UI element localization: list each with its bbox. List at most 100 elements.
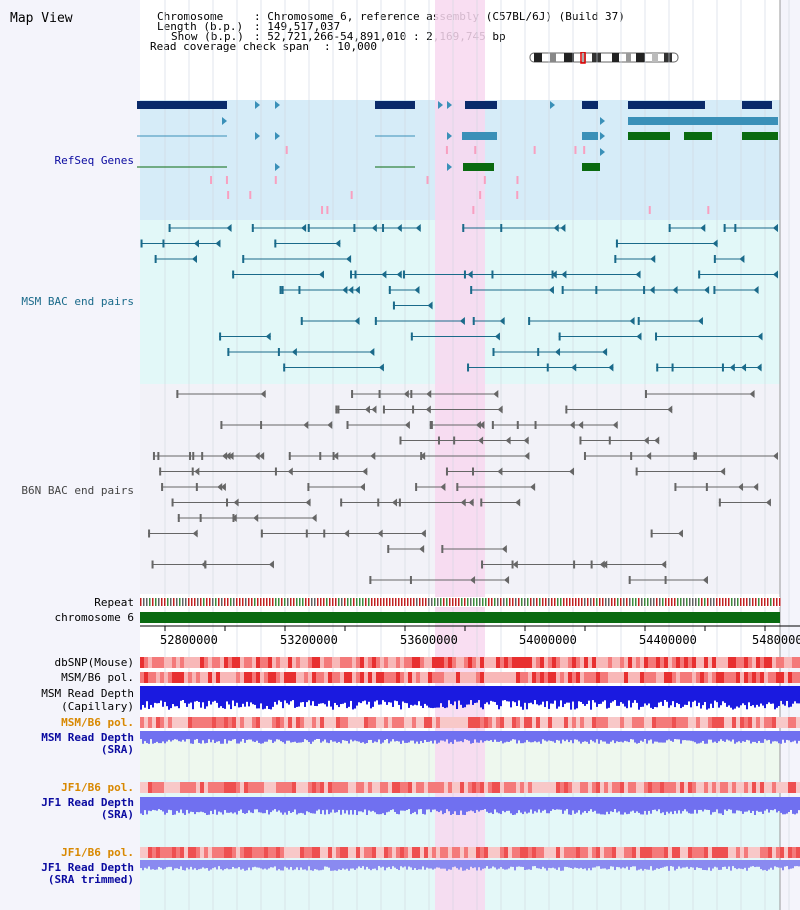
read-depth-bar [408, 797, 410, 810]
bac-end-mark [281, 286, 284, 294]
bac-end-mark [492, 348, 495, 356]
polymorphism-cell [532, 717, 536, 728]
read-depth-bar [788, 860, 790, 870]
repeat-element [713, 598, 715, 606]
read-depth-bar [628, 731, 630, 743]
read-depth-bar [716, 860, 718, 868]
repeat-element [563, 598, 565, 606]
bac-end-arrow [215, 239, 221, 248]
read-depth-bar [714, 686, 716, 701]
msm-depth-cap-label-1[interactable]: MSM Read Depth [41, 687, 134, 700]
read-depth-bar [150, 797, 152, 812]
read-depth-bar [342, 797, 344, 810]
repeat-element [266, 598, 268, 606]
polymorphism-cell [296, 847, 300, 858]
read-depth-bar [574, 860, 576, 868]
repeat-element [656, 598, 658, 606]
polymorphism-cell [156, 717, 160, 728]
read-depth-bar [472, 797, 474, 812]
polymorphism-cell [644, 717, 648, 728]
repeat-element [719, 598, 721, 606]
read-depth-bar [286, 731, 288, 741]
polymorphism-cell [548, 847, 552, 858]
msm-bac-label[interactable]: MSM BAC end pairs [21, 295, 134, 308]
read-depth-bar [354, 731, 356, 741]
read-depth-bar [460, 860, 462, 868]
read-depth-bar [666, 860, 668, 867]
read-depth-bar [424, 860, 426, 870]
repeat-element [758, 598, 760, 606]
polymorphism-cell [528, 717, 532, 728]
polymorphism-cell [528, 847, 532, 858]
polymorphism-cell [504, 782, 508, 793]
polymorphism-cell [796, 782, 800, 793]
polymorphism-cell [280, 782, 284, 793]
chromosome-ideogram[interactable] [528, 52, 682, 64]
read-depth-bar [658, 860, 660, 869]
bac-end-arrow [220, 483, 226, 491]
jf1-trim-label-1[interactable]: JF1 Read Depth [41, 861, 134, 874]
polymorphism-cell [516, 847, 520, 858]
msm-b6-pol-label[interactable]: MSM/B6 pol. [61, 671, 134, 684]
polymorphism-cell [196, 717, 200, 728]
polymorphism-cell [696, 717, 700, 728]
msm-b6-pol-label-2[interactable]: MSM/B6 pol. [61, 716, 134, 729]
polymorphism-cell [336, 672, 340, 683]
read-depth-bar [170, 860, 172, 867]
read-depth-bar [380, 731, 382, 744]
polymorphism-cell [712, 657, 716, 668]
polymorphism-cell [144, 847, 148, 858]
polymorphism-cell [312, 782, 316, 793]
read-depth-bar [338, 731, 340, 742]
repeat-element [152, 598, 154, 606]
read-depth-bar [316, 731, 318, 740]
polymorphism-cell [164, 717, 168, 728]
polymorphism-cell [512, 657, 516, 668]
read-depth-bar [664, 797, 666, 815]
bac-end-arrow [369, 348, 375, 356]
read-depth-bar [776, 731, 778, 742]
read-depth-bar [708, 686, 710, 709]
read-depth-bar [380, 860, 382, 868]
jf1-b6-pol-label-2[interactable]: JF1/B6 pol. [61, 846, 134, 859]
jf1-depth-label-1[interactable]: JF1 Read Depth [41, 796, 134, 809]
bac-end-mark [161, 483, 164, 491]
read-depth-bar [168, 686, 170, 710]
read-depth-bar [280, 797, 282, 813]
read-depth-bar [648, 860, 650, 870]
polymorphism-cell [332, 717, 336, 728]
read-depth-bar [624, 860, 626, 869]
repeat-element [491, 598, 493, 606]
polymorphism-cell [240, 717, 244, 728]
polymorphism-cell [296, 672, 300, 683]
read-depth-bar [386, 731, 388, 740]
refseq-genes-label[interactable]: RefSeq Genes [54, 154, 134, 167]
msm-depth-sra-label-1[interactable]: MSM Read Depth [41, 731, 134, 744]
read-depth-bar [260, 731, 262, 744]
read-depth-bar [420, 797, 422, 810]
polymorphism-cell [200, 847, 204, 858]
polymorphism-cell [164, 847, 168, 858]
polymorphism-cell [176, 847, 180, 858]
polymorphism-cell [740, 672, 744, 683]
polymorphism-cell [240, 782, 244, 793]
read-depth-bar [656, 797, 658, 812]
read-depth-bar [536, 731, 538, 743]
polymorphism-cell [160, 717, 164, 728]
polymorphism-cell [264, 657, 268, 668]
b6n-bac-label[interactable]: B6N BAC end pairs [21, 484, 134, 497]
read-depth-bar [208, 797, 210, 815]
polymorphism-cell [324, 782, 328, 793]
read-depth-bar [282, 797, 284, 815]
jf1-b6-pol-label[interactable]: JF1/B6 pol. [61, 781, 134, 794]
read-depth-bar [748, 860, 750, 868]
read-depth-bar [306, 731, 308, 741]
dbsnp-label[interactable]: dbSNP(Mouse) [54, 656, 134, 669]
read-depth-bar [382, 860, 384, 867]
gene-strand-arrow [222, 117, 227, 125]
polymorphism-cell [784, 717, 788, 728]
polymorphism-cell [620, 657, 624, 668]
read-depth-bar [468, 731, 470, 741]
read-depth-bar [552, 860, 554, 868]
